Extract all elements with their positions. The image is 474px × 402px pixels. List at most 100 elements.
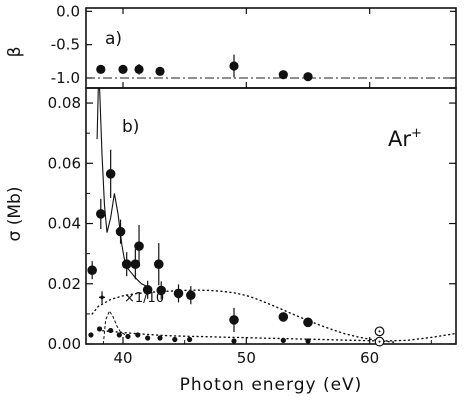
panel-b-data-point — [116, 332, 122, 338]
panel-b-y-axis-title: σ (Mb) — [5, 187, 25, 242]
panel-b-data-point — [278, 312, 289, 322]
panel-b-scale-note: ×1/10 — [124, 291, 164, 306]
panel-b-data-point — [374, 326, 385, 337]
panel-b-data-point — [157, 335, 163, 341]
panel-b-label: b) — [122, 117, 139, 137]
panel-a-data-point — [134, 64, 144, 75]
panel-b-marker-small — [172, 336, 178, 343]
panel-b-data-point — [121, 252, 132, 277]
panel-a-marker — [96, 64, 106, 74]
panel-a-data-point — [278, 70, 288, 80]
panel-b-marker-small — [96, 326, 103, 332]
panel-a-marker — [134, 64, 144, 74]
panel-b-y-tick-label: 0.04 — [48, 215, 81, 233]
panel-a-y-tick-label: 0.0 — [56, 2, 80, 20]
panel-b-marker-small — [108, 327, 114, 334]
panel-b-curve-dotted — [97, 329, 457, 342]
panel-b-data-point — [374, 336, 385, 347]
panel-b-x-tick-label: 50 — [237, 349, 256, 367]
panel-b-data-point — [99, 291, 106, 304]
panel-b-frame — [85, 87, 457, 345]
panel-b-marker — [303, 317, 313, 328]
panel-b-marker-small — [280, 337, 286, 343]
panel-a-marker — [118, 64, 128, 74]
panel-b-marker-open-dot — [378, 340, 381, 343]
annotation-species: Ar — [388, 127, 411, 151]
panel-b-marker — [134, 241, 144, 251]
panel-a-y-axis-title: β — [5, 47, 25, 58]
panel-b-data-point — [105, 149, 116, 198]
panel-b-marker — [229, 315, 239, 325]
panel-b-marker-small — [231, 338, 237, 344]
panel-b-marker — [156, 285, 167, 296]
panel-b-marker-small — [305, 338, 311, 344]
panel-a-marker — [278, 70, 288, 80]
panel-b-marker-small — [157, 335, 163, 341]
panel-b-marker — [278, 312, 289, 322]
panel-b-annotation: Ar+ — [388, 126, 422, 151]
panel-b-marker — [121, 259, 132, 269]
panel-a-marker — [303, 72, 313, 82]
panel-b-marker-open-dot — [378, 330, 381, 333]
panel-b-marker — [142, 284, 153, 295]
panel-b-marker — [105, 169, 116, 179]
panel-b-x-tick-label: 60 — [360, 349, 379, 367]
panel-a-frame — [85, 7, 457, 89]
panel-a-data-point — [96, 64, 106, 74]
panel-b-marker — [173, 288, 184, 299]
panel-b-curve-dashed-small — [102, 309, 131, 345]
panel-b-marker-small — [187, 336, 193, 343]
panel-b-points — [87, 149, 385, 347]
panel-b-marker-small — [145, 335, 151, 341]
panel-b-data-point — [280, 337, 286, 343]
panel-b-marker-small — [88, 332, 94, 338]
panel-b-curve-solid — [96, 87, 148, 288]
panel-b-data-point — [108, 327, 114, 334]
panel-b-y-tick-label: 0.06 — [48, 154, 81, 172]
panel-a-data-point — [229, 54, 239, 78]
panel-b-y-tick-label: 0.02 — [48, 275, 81, 293]
panel-b-x-ticks: 40 50 60 — [113, 8, 432, 367]
panel-a-data-point — [303, 72, 313, 82]
panel-b-x-tick-label: 40 — [113, 349, 132, 367]
panel-a-marker — [155, 66, 165, 76]
panel-b-marker — [130, 259, 141, 269]
panel-b: 0.00 0.02 0.04 0.06 0.08 40 50 60 b) Ar+ ×1/10… — [5, 8, 457, 395]
panel-b-data-point — [173, 284, 184, 303]
panel-b-data-point — [186, 286, 196, 305]
panel-b-data-point — [303, 317, 313, 328]
panel-b-data-point — [130, 249, 141, 280]
panel-a-label: a) — [105, 29, 122, 49]
panel-b-x-axis-title: Photon energy (eV) — [180, 375, 363, 395]
panel-b-marker-small — [116, 332, 122, 338]
panel-b-marker-small — [135, 332, 141, 338]
panel-b-y-tick-label: 0.08 — [48, 94, 81, 112]
panel-a-marker — [229, 61, 239, 71]
panel-b-data-point — [156, 281, 167, 300]
annotation-charge: + — [411, 126, 422, 141]
panel-b-data-point — [142, 280, 153, 299]
panel-b-y-ticks: 0.00 0.02 0.04 0.06 0.08 — [48, 94, 456, 353]
panel-a-data-point — [118, 64, 128, 74]
panel-b-data-point — [134, 225, 144, 268]
panel-b-data-point — [305, 338, 311, 344]
panel-b-data-point — [115, 219, 126, 244]
panel-b-data-point — [153, 243, 164, 286]
panel-b-data-point — [229, 307, 239, 332]
panel-b-marker-small — [125, 333, 131, 340]
panel-a-y-tick-label: -0.5 — [51, 36, 80, 54]
panel-b-data-point — [125, 333, 131, 340]
panel-b-marker — [115, 226, 126, 237]
panel-a-y-tick-label: -1.0 — [51, 69, 80, 87]
panel-b-data-point — [187, 336, 193, 343]
panel-a: 0.0 -0.5 -1.0 a) β — [5, 2, 457, 89]
panel-b-marker — [153, 259, 164, 269]
panel-b-data-point — [96, 326, 103, 332]
panel-b-data-point — [145, 335, 151, 341]
panel-b-marker — [87, 265, 97, 276]
panel-b-marker — [186, 290, 196, 301]
panel-b-data-point — [87, 261, 97, 280]
panel-b-marker-cross-dot — [100, 295, 104, 300]
panel-b-curve-dotted — [91, 289, 395, 343]
